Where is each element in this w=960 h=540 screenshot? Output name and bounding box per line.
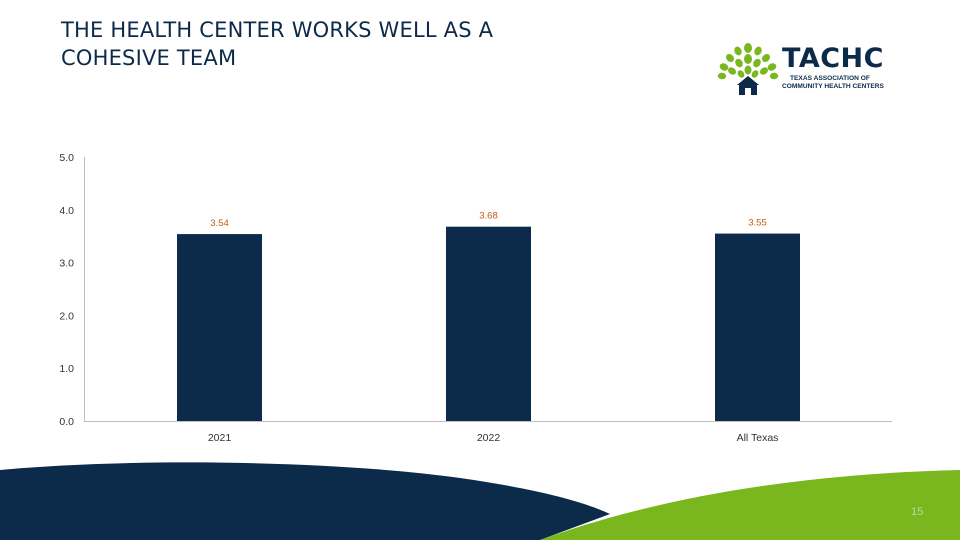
slide-title: THE HEALTH CENTER WORKS WELL AS A COHESI… bbox=[61, 16, 621, 72]
y-tick-label: 5.0 bbox=[59, 152, 74, 164]
tree-house-icon bbox=[717, 43, 779, 95]
y-axis-tick-labels: 0.0 1.0 2.0 3.0 4.0 5.0 bbox=[59, 152, 74, 428]
page-number: 15 bbox=[911, 506, 924, 518]
y-tick-label: 2.0 bbox=[59, 310, 74, 322]
slide-title-line-2: COHESIVE TEAM bbox=[61, 46, 237, 70]
logo-name: TACHC bbox=[782, 43, 884, 74]
x-axis-tick-labels: 2021 2022 All Texas bbox=[208, 432, 779, 444]
logo-subtitle-line-2: COMMUNITY HEALTH CENTERS bbox=[782, 83, 884, 90]
data-labels: 3.54 3.68 3.55 bbox=[210, 211, 767, 229]
bar bbox=[715, 233, 800, 421]
y-tick-label: 3.0 bbox=[59, 258, 74, 270]
slide-title-line-1: THE HEALTH CENTER WORKS WELL AS A bbox=[61, 18, 494, 42]
data-label: 3.68 bbox=[479, 211, 498, 222]
bar bbox=[446, 226, 531, 421]
y-tick-label: 1.0 bbox=[59, 363, 74, 375]
bar bbox=[177, 234, 262, 421]
data-label: 3.55 bbox=[748, 218, 767, 229]
x-tick-label: 2021 bbox=[208, 432, 232, 444]
y-tick-label: 4.0 bbox=[59, 205, 74, 217]
tachc-logo: TACHC TEXAS ASSOCIATION OF COMMUNITY HEA… bbox=[716, 42, 906, 100]
green-wave bbox=[540, 470, 960, 540]
x-tick-label: All Texas bbox=[737, 432, 779, 444]
logo-subtitle: TEXAS ASSOCIATION OF COMMUNITY HEALTH CE… bbox=[782, 75, 884, 91]
navy-wave bbox=[0, 462, 610, 540]
bars bbox=[177, 226, 800, 421]
data-label: 3.54 bbox=[210, 218, 229, 229]
logo-subtitle-line-1: TEXAS ASSOCIATION OF bbox=[790, 75, 870, 82]
y-tick-label: 0.0 bbox=[59, 416, 74, 428]
x-tick-label: 2022 bbox=[477, 432, 501, 444]
